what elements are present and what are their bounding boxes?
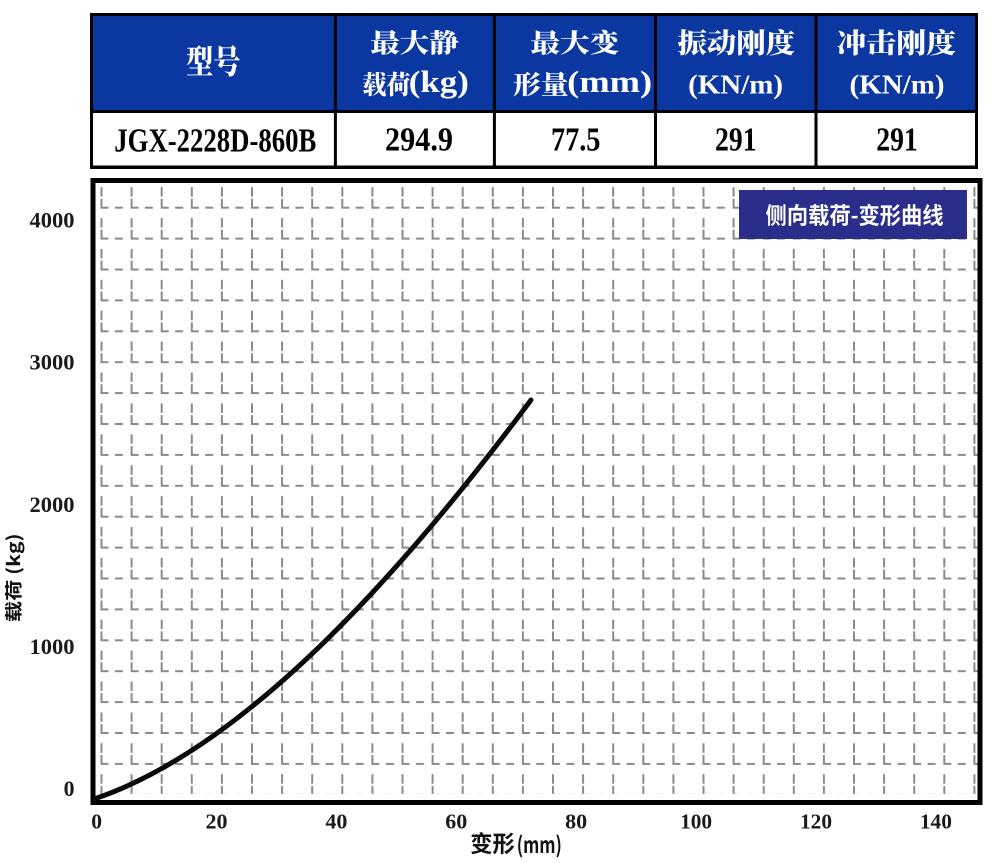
svg-text:120: 120: [800, 810, 832, 834]
svg-text:2000: 2000: [30, 493, 75, 517]
svg-text:0: 0: [91, 810, 102, 834]
svg-text:80: 80: [565, 810, 587, 834]
svg-text:0: 0: [64, 777, 75, 801]
svg-text:(kg): (kg): [409, 64, 469, 99]
svg-text:140: 140: [920, 810, 952, 834]
svg-text:1000: 1000: [30, 635, 75, 659]
svg-text:(KN/m): (KN/m): [688, 69, 783, 99]
svg-text:291: 291: [876, 122, 918, 159]
svg-text:60: 60: [445, 810, 467, 834]
svg-text:20: 20: [206, 810, 228, 834]
svg-text:77.5: 77.5: [551, 122, 601, 159]
svg-text:291: 291: [715, 122, 757, 159]
svg-text:294.9: 294.9: [385, 122, 453, 159]
svg-text:(mm): (mm): [567, 64, 652, 99]
svg-text:4000: 4000: [30, 209, 75, 233]
svg-text:40: 40: [325, 810, 347, 834]
svg-text:100: 100: [680, 810, 712, 834]
svg-text:JGX-2228D-860B: JGX-2228D-860B: [114, 123, 316, 160]
svg-text:3000: 3000: [30, 351, 75, 375]
svg-text:(KN/m): (KN/m): [850, 69, 945, 99]
